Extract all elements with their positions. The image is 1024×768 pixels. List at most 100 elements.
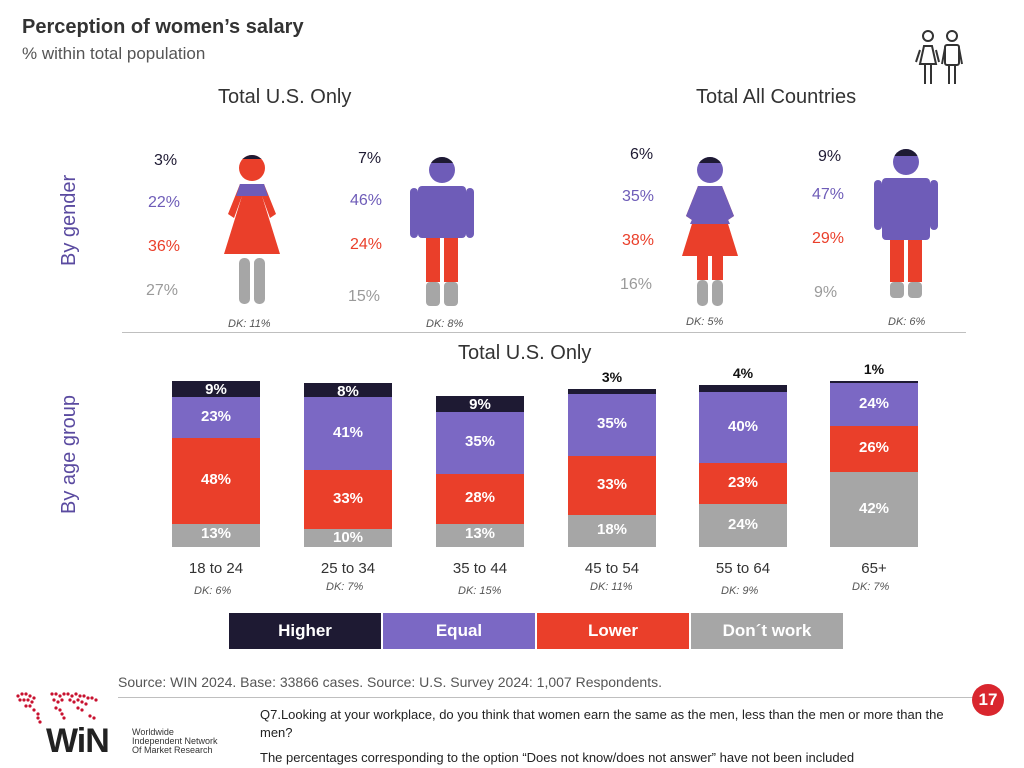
section-divider bbox=[122, 332, 966, 333]
section-us-heading: Total U.S. Only bbox=[218, 86, 352, 108]
page-number-badge: 17 bbox=[972, 684, 1004, 716]
bar-value-label: 42% bbox=[858, 499, 890, 517]
bar-segment-higher: 1% bbox=[830, 361, 918, 384]
all-men-equal: 47% bbox=[812, 186, 845, 203]
age-bar-18-to-24: 9% 23% 48% 13% bbox=[172, 381, 260, 547]
us-women-equal: 22% bbox=[148, 194, 181, 211]
all-women-higher: 6% bbox=[630, 146, 654, 163]
us-men-equal: 46% bbox=[350, 192, 383, 209]
bar-value-label: 10% bbox=[332, 529, 364, 547]
age-tick-label: 35 to 44 bbox=[452, 560, 508, 577]
bar-segment-dont-work: 24% bbox=[699, 504, 787, 547]
age-tick-label: 45 to 54 bbox=[584, 560, 640, 577]
bar-segment-higher: 9% bbox=[172, 381, 260, 399]
age-dk-label: DK: 15% bbox=[458, 585, 502, 597]
note-text: The percentages corresponding to the opt… bbox=[260, 750, 855, 765]
bar-segment-equal: 35% bbox=[436, 411, 524, 474]
win-logo-text: WiN bbox=[46, 722, 110, 760]
man-figure-icon bbox=[410, 157, 474, 306]
age-tick-label: 25 to 34 bbox=[320, 560, 376, 577]
bar-segment-lower: 28% bbox=[436, 474, 524, 524]
us-men-higher: 7% bbox=[358, 150, 382, 167]
row-label-age: By age group bbox=[58, 395, 80, 514]
bar-segment-higher: 4% bbox=[699, 365, 787, 393]
age-bar-55-to-64: 4% 40% 23% 24% bbox=[699, 365, 787, 547]
bar-value-label: 1% bbox=[863, 361, 885, 378]
all-women-lower: 38% bbox=[622, 232, 655, 249]
bar-segment-dont-work: 13% bbox=[436, 523, 524, 547]
bar-segment-higher: 3% bbox=[568, 369, 656, 394]
us-women-lower: 36% bbox=[148, 238, 181, 255]
age-dk-label: DK: 7% bbox=[852, 581, 890, 593]
bar-value-label: 33% bbox=[332, 489, 364, 507]
win-logo-subtitle: Worldwide Independent Network Of Market … bbox=[132, 728, 218, 755]
source-text: Source: WIN 2024. Base: 33866 cases. Sou… bbox=[118, 674, 662, 690]
all-men-dont-work: 9% bbox=[814, 284, 838, 301]
bar-value-label: 23% bbox=[200, 407, 232, 425]
us-women-dont-work: 27% bbox=[146, 282, 179, 299]
logo-sub-line: Worldwide bbox=[132, 727, 174, 737]
all-women-dk: DK: 5% bbox=[686, 316, 724, 328]
bar-value-label: 23% bbox=[727, 473, 759, 491]
logo-sub-line: Of Market Research bbox=[132, 745, 213, 755]
legend-higher: Higher bbox=[229, 613, 381, 649]
bar-segment-lower: 48% bbox=[172, 438, 260, 524]
all-men-higher: 9% bbox=[818, 148, 842, 165]
bar-value-label: 28% bbox=[464, 488, 496, 506]
all-women-dont-work: 16% bbox=[620, 276, 653, 293]
bar-value-label: 13% bbox=[464, 525, 496, 543]
page-subtitle: % within total population bbox=[22, 44, 206, 63]
bar-segment-lower: 33% bbox=[568, 456, 656, 515]
legend-lower: Lower bbox=[537, 613, 689, 649]
bar-value-label: 26% bbox=[858, 439, 890, 457]
age-bar-35-to-44: 9% 35% 28% 13% bbox=[436, 395, 524, 547]
row-label-gender: By gender bbox=[58, 174, 80, 266]
bar-segment-equal: 23% bbox=[172, 397, 260, 439]
age-chart-title: Total U.S. Only bbox=[458, 342, 592, 364]
age-tick-label: 65+ bbox=[861, 560, 887, 577]
bar-segment-lower: 23% bbox=[699, 463, 787, 505]
bar-segment-equal: 24% bbox=[830, 383, 918, 426]
us-men-lower: 24% bbox=[350, 236, 383, 253]
bar-value-label: 9% bbox=[469, 395, 491, 413]
world-map-logo-icon bbox=[16, 692, 98, 724]
us-women-higher: 3% bbox=[154, 152, 178, 169]
bar-value-label: 24% bbox=[858, 394, 890, 412]
section-all-heading: Total All Countries bbox=[696, 86, 857, 108]
age-bar-45-to-54: 3% 35% 33% 18% bbox=[568, 369, 656, 547]
logo-sub-line: Independent Network bbox=[132, 736, 218, 746]
bar-segment-lower: 33% bbox=[304, 470, 392, 530]
man-figure-icon bbox=[874, 149, 938, 298]
bar-value-label: 33% bbox=[596, 475, 628, 493]
all-men-dk: DK: 6% bbox=[888, 316, 926, 328]
bar-value-label: 48% bbox=[200, 471, 232, 489]
all-women-equal: 35% bbox=[622, 188, 655, 205]
age-tick-label: 55 to 64 bbox=[715, 560, 771, 577]
bar-segment-equal: 41% bbox=[304, 397, 392, 471]
age-bar-25-to-34: 8% 41% 33% 10% bbox=[304, 383, 392, 547]
bar-segment-equal: 35% bbox=[568, 393, 656, 457]
us-men-dont-work: 15% bbox=[348, 288, 381, 305]
people-icon bbox=[915, 30, 963, 84]
age-dk-label: DK: 6% bbox=[194, 585, 232, 597]
bar-segment-dont-work: 10% bbox=[304, 529, 392, 547]
age-bar-65plus: 1% 24% 26% 42% bbox=[830, 361, 918, 547]
bar-value-label: 24% bbox=[727, 515, 759, 533]
bar-value-label: 35% bbox=[464, 432, 496, 450]
woman-figure-icon bbox=[682, 157, 738, 306]
bar-segment-higher: 8% bbox=[304, 383, 392, 401]
bar-segment-dont-work: 13% bbox=[172, 523, 260, 547]
us-men-dk: DK: 8% bbox=[426, 318, 464, 330]
bar-value-label: 41% bbox=[332, 423, 364, 441]
woman-figure-icon bbox=[224, 155, 280, 304]
bar-value-label: 35% bbox=[596, 415, 628, 433]
bar-value-label: 4% bbox=[732, 365, 754, 382]
us-women-dk: DK: 11% bbox=[228, 318, 271, 330]
legend-equal: Equal bbox=[383, 613, 535, 649]
bar-value-label: 8% bbox=[337, 383, 359, 401]
bar-value-label: 9% bbox=[205, 381, 227, 399]
bar-segment-higher: 9% bbox=[436, 395, 524, 413]
age-dk-label: DK: 7% bbox=[326, 581, 364, 593]
page-title: Perception of women’s salary bbox=[22, 16, 304, 38]
